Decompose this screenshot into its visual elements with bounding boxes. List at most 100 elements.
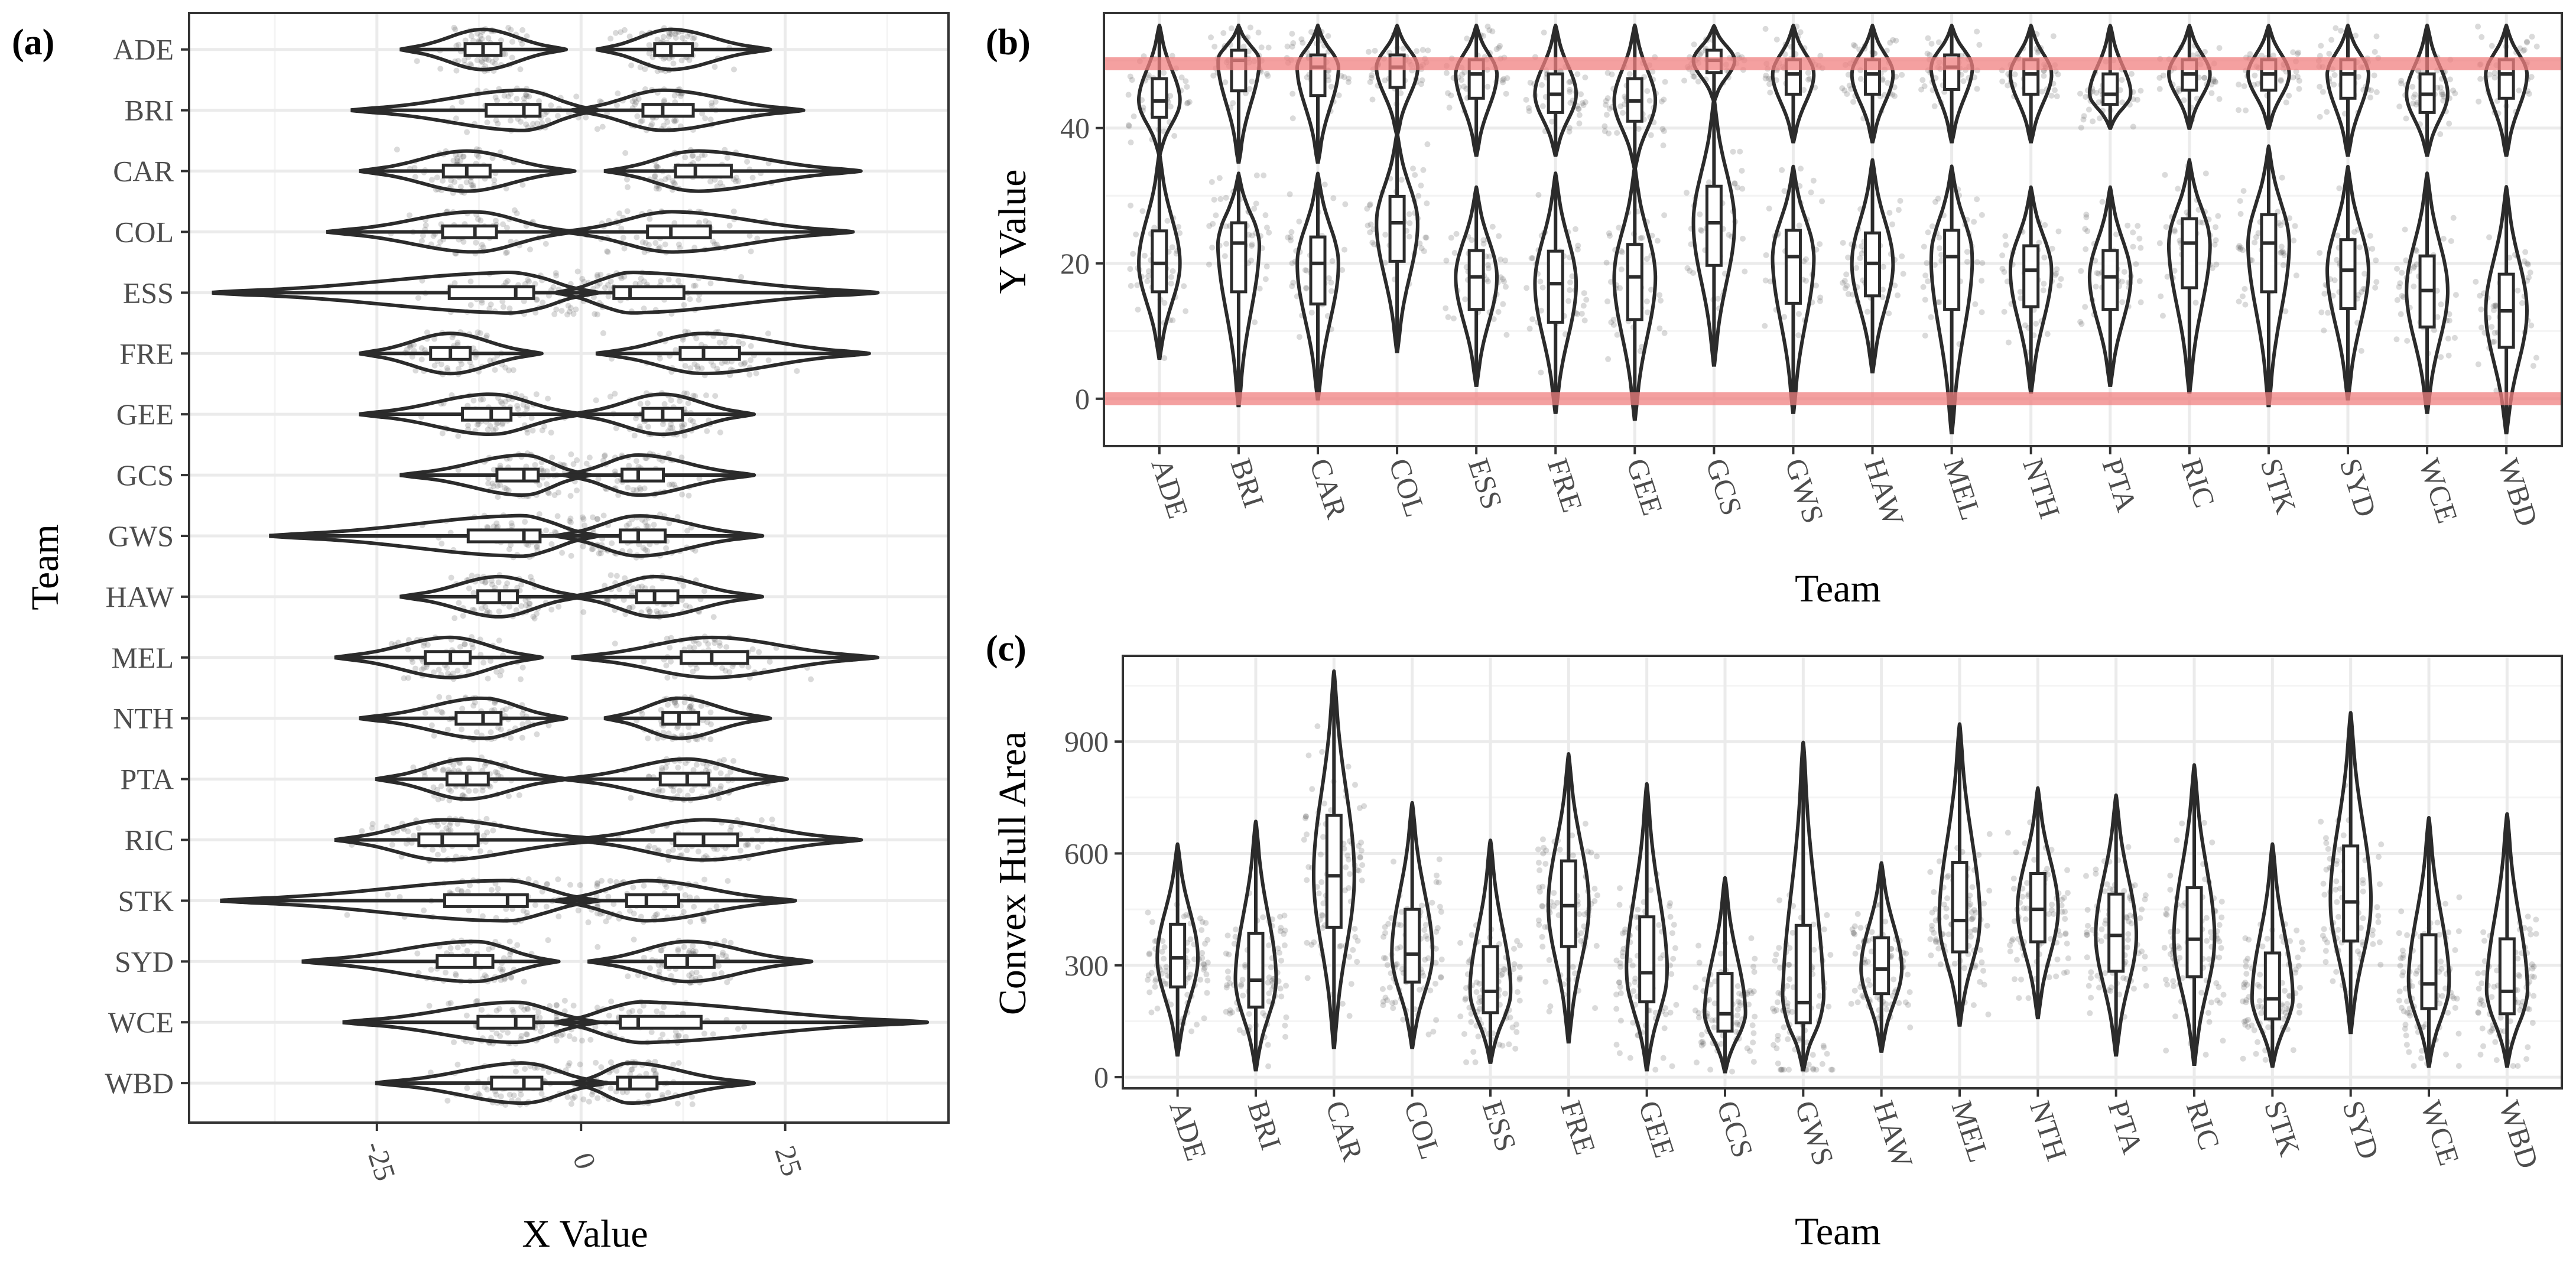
panel-a-point bbox=[607, 877, 613, 884]
panel-b-point bbox=[2326, 50, 2333, 57]
panel-c-point bbox=[1420, 973, 1427, 979]
panel-a-point bbox=[479, 913, 486, 919]
panel-a-point bbox=[486, 305, 493, 312]
panel-b-point bbox=[1648, 132, 1654, 138]
panel-b-point bbox=[2530, 363, 2536, 369]
panel-b-point bbox=[1922, 297, 1928, 303]
panel-a-point bbox=[625, 484, 631, 491]
panel-c-point bbox=[1148, 970, 1155, 976]
panel-b-point bbox=[2048, 92, 2055, 99]
panel-b-point bbox=[2358, 347, 2364, 354]
panel-a-point bbox=[480, 244, 486, 251]
panel-a-point bbox=[675, 946, 681, 952]
panel-b-point bbox=[1535, 191, 1542, 198]
panel-a-point bbox=[567, 305, 574, 311]
panel-a-point bbox=[671, 180, 677, 186]
panel-b-point bbox=[2475, 23, 2481, 30]
panel-a-point bbox=[660, 34, 667, 40]
panel-a-point bbox=[655, 164, 661, 171]
panel-b-point bbox=[2164, 274, 2171, 280]
panel-b-box-ric-0 bbox=[2181, 217, 2198, 290]
panel-a-point bbox=[454, 339, 461, 346]
panel-a-point bbox=[497, 482, 503, 488]
panel-a-point bbox=[545, 937, 551, 944]
panel-a-point bbox=[526, 600, 532, 607]
panel-a-point bbox=[482, 604, 489, 610]
panel-b-point bbox=[2515, 287, 2521, 294]
panel-a-point bbox=[500, 304, 506, 310]
panel-a-point bbox=[632, 96, 638, 102]
panel-a-box-ess-1 bbox=[612, 285, 686, 300]
panel-b-point bbox=[1537, 278, 1544, 285]
panel-c-point bbox=[1398, 922, 1404, 928]
panel-b-point bbox=[1853, 265, 1860, 271]
panel-b-point bbox=[2160, 72, 2166, 79]
panel-a-point bbox=[369, 825, 375, 831]
panel-b-point bbox=[2086, 106, 2092, 113]
panel-a-point bbox=[537, 1028, 544, 1035]
panel-a-point bbox=[439, 177, 446, 184]
panel-a-point bbox=[412, 368, 419, 374]
panel-b-point bbox=[2367, 233, 2373, 239]
panel-a-point bbox=[524, 93, 530, 100]
panel-b-point bbox=[1844, 282, 1850, 289]
panel-b-x-tick-label: FRE bbox=[1541, 454, 1590, 516]
panel-b-point bbox=[1964, 249, 1970, 255]
panel-a-point bbox=[641, 883, 647, 889]
panel-b-point bbox=[1974, 259, 1980, 265]
panel-a-point bbox=[394, 147, 400, 153]
panel-a-point bbox=[506, 546, 512, 552]
panel-a-point bbox=[666, 520, 673, 526]
panel-a-y-tick-label: PTA bbox=[121, 763, 174, 796]
panel-a-point bbox=[634, 234, 640, 240]
panel-b-point bbox=[1566, 128, 1573, 135]
panel-a-point bbox=[600, 330, 606, 336]
panel-a-point bbox=[644, 400, 651, 407]
panel-a-point bbox=[474, 824, 480, 830]
panel-a-point bbox=[415, 825, 422, 831]
panel-b-point bbox=[2236, 298, 2242, 305]
panel-b-point bbox=[2159, 313, 2166, 319]
panel-a-point bbox=[608, 1085, 614, 1092]
panel-a-point bbox=[538, 467, 545, 474]
panel-a-point bbox=[682, 154, 688, 161]
panel-b-point bbox=[1410, 165, 1417, 172]
panel-a-point bbox=[669, 481, 675, 487]
panel-a-point bbox=[539, 120, 545, 126]
panel-a-point bbox=[454, 944, 461, 951]
panel-b-point bbox=[1576, 112, 1583, 118]
panel-b-box-nth-0 bbox=[2022, 244, 2040, 308]
panel-a-point bbox=[592, 311, 598, 317]
panel-a-point bbox=[599, 123, 606, 130]
panel-a-point bbox=[506, 938, 513, 945]
panel-c-point bbox=[1358, 847, 1365, 854]
panel-a-point bbox=[450, 1039, 457, 1045]
panel-c-point bbox=[1225, 975, 1232, 981]
panel-b-point bbox=[1418, 183, 1424, 189]
panel-b-point bbox=[1406, 211, 1412, 217]
panel-b-point bbox=[2163, 224, 2169, 230]
panel-b-point bbox=[2002, 233, 2009, 239]
panel-b-point bbox=[1443, 70, 1450, 76]
panel-a-point bbox=[514, 584, 521, 591]
panel-a-point bbox=[470, 703, 477, 709]
panel-a-point bbox=[472, 788, 479, 794]
panel-b-point bbox=[2397, 280, 2403, 287]
panel-a-point bbox=[535, 1009, 542, 1016]
panel-c-point bbox=[1352, 782, 1358, 788]
panel-a-point bbox=[502, 584, 509, 590]
panel-a-point bbox=[663, 884, 670, 890]
panel-a-point bbox=[605, 293, 612, 300]
panel-a-point bbox=[451, 615, 458, 622]
panel-b-point bbox=[1336, 92, 1342, 99]
panel-a-point bbox=[461, 57, 467, 64]
panel-c-point bbox=[1319, 749, 1326, 755]
panel-b-point bbox=[2213, 224, 2219, 230]
panel-a-point bbox=[580, 543, 586, 549]
panel-b-box-syd-0 bbox=[2339, 238, 2357, 311]
panel-a-point bbox=[582, 522, 588, 529]
panel-a-chart: -25 0 25ADEBRICARCOLESSFREGEEGCSGWSHAWMELN… bbox=[105, 12, 950, 1185]
panel-a-point bbox=[642, 519, 648, 525]
panel-a-point bbox=[681, 944, 687, 950]
panel-b-point bbox=[1134, 282, 1141, 288]
